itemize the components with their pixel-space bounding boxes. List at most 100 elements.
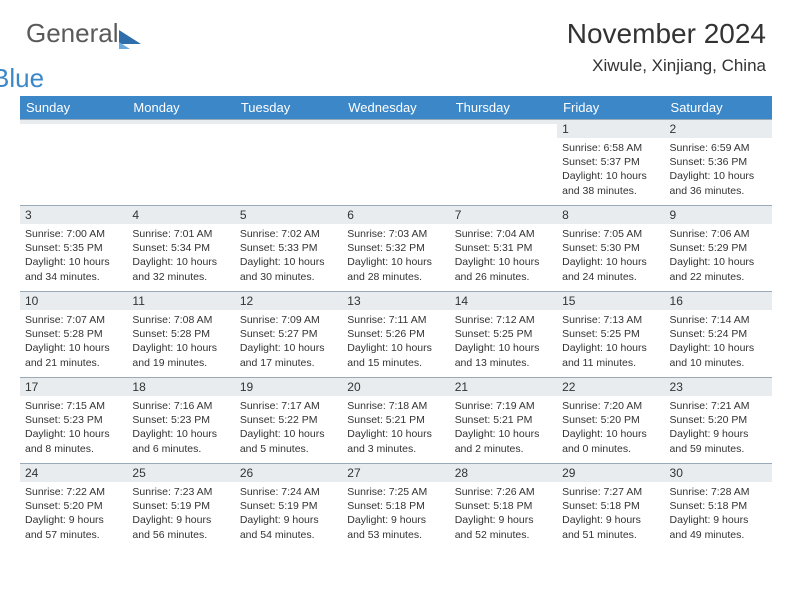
- sunrise-text: Sunrise: 7:24 AM: [240, 485, 337, 499]
- day-header: Wednesday: [342, 96, 449, 120]
- daylight-text: Daylight: 10 hours and 3 minutes.: [347, 427, 444, 455]
- day-number: 25: [127, 464, 234, 482]
- sunrise-text: Sunrise: 7:18 AM: [347, 399, 444, 413]
- calendar-cell: 7Sunrise: 7:04 AMSunset: 5:31 PMDaylight…: [450, 206, 557, 292]
- day-details: Sunrise: 7:17 AMSunset: 5:22 PMDaylight:…: [235, 396, 342, 459]
- day-details: Sunrise: 7:09 AMSunset: 5:27 PMDaylight:…: [235, 310, 342, 373]
- sunrise-text: Sunrise: 7:21 AM: [670, 399, 767, 413]
- calendar-row: 10Sunrise: 7:07 AMSunset: 5:28 PMDayligh…: [20, 292, 772, 378]
- day-details: Sunrise: 6:59 AMSunset: 5:36 PMDaylight:…: [665, 138, 772, 201]
- calendar-cell: [235, 120, 342, 206]
- day-number: 4: [127, 206, 234, 224]
- day-number: 26: [235, 464, 342, 482]
- sunrise-text: Sunrise: 6:58 AM: [562, 141, 659, 155]
- calendar-cell: [342, 120, 449, 206]
- sunrise-text: Sunrise: 7:11 AM: [347, 313, 444, 327]
- daylight-text: Daylight: 10 hours and 30 minutes.: [240, 255, 337, 283]
- day-number: 6: [342, 206, 449, 224]
- day-details: Sunrise: 7:02 AMSunset: 5:33 PMDaylight:…: [235, 224, 342, 287]
- day-number: [127, 120, 234, 124]
- day-number: 29: [557, 464, 664, 482]
- calendar-cell: 23Sunrise: 7:21 AMSunset: 5:20 PMDayligh…: [665, 378, 772, 464]
- daylight-text: Daylight: 9 hours and 52 minutes.: [455, 513, 552, 541]
- logo-sail-icon: [119, 30, 141, 44]
- day-number: 19: [235, 378, 342, 396]
- sunrise-text: Sunrise: 7:27 AM: [562, 485, 659, 499]
- sunset-text: Sunset: 5:21 PM: [347, 413, 444, 427]
- daylight-text: Daylight: 10 hours and 24 minutes.: [562, 255, 659, 283]
- sunrise-text: Sunrise: 7:04 AM: [455, 227, 552, 241]
- sunrise-text: Sunrise: 7:13 AM: [562, 313, 659, 327]
- day-number: 24: [20, 464, 127, 482]
- sunset-text: Sunset: 5:20 PM: [670, 413, 767, 427]
- sunrise-text: Sunrise: 7:14 AM: [670, 313, 767, 327]
- day-details: Sunrise: 7:18 AMSunset: 5:21 PMDaylight:…: [342, 396, 449, 459]
- day-details: Sunrise: 7:22 AMSunset: 5:20 PMDaylight:…: [20, 482, 127, 545]
- calendar-row: 3Sunrise: 7:00 AMSunset: 5:35 PMDaylight…: [20, 206, 772, 292]
- sunrise-text: Sunrise: 7:01 AM: [132, 227, 229, 241]
- location-text: Xiwule, Xinjiang, China: [567, 56, 766, 76]
- day-details: Sunrise: 7:20 AMSunset: 5:20 PMDaylight:…: [557, 396, 664, 459]
- sunrise-text: Sunrise: 7:25 AM: [347, 485, 444, 499]
- calendar-cell: 4Sunrise: 7:01 AMSunset: 5:34 PMDaylight…: [127, 206, 234, 292]
- day-details: Sunrise: 7:26 AMSunset: 5:18 PMDaylight:…: [450, 482, 557, 545]
- logo: General Blue: [26, 18, 141, 80]
- logo-part1: General: [26, 18, 119, 48]
- daylight-text: Daylight: 9 hours and 56 minutes.: [132, 513, 229, 541]
- calendar-cell: [450, 120, 557, 206]
- day-number: [342, 120, 449, 124]
- calendar-cell: 22Sunrise: 7:20 AMSunset: 5:20 PMDayligh…: [557, 378, 664, 464]
- sunrise-text: Sunrise: 7:23 AM: [132, 485, 229, 499]
- sunset-text: Sunset: 5:19 PM: [240, 499, 337, 513]
- calendar-head: Sunday Monday Tuesday Wednesday Thursday…: [20, 96, 772, 120]
- sunset-text: Sunset: 5:23 PM: [132, 413, 229, 427]
- daylight-text: Daylight: 10 hours and 11 minutes.: [562, 341, 659, 369]
- day-number: 12: [235, 292, 342, 310]
- sunset-text: Sunset: 5:26 PM: [347, 327, 444, 341]
- daylight-text: Daylight: 10 hours and 15 minutes.: [347, 341, 444, 369]
- sunset-text: Sunset: 5:18 PM: [670, 499, 767, 513]
- calendar-cell: 6Sunrise: 7:03 AMSunset: 5:32 PMDaylight…: [342, 206, 449, 292]
- calendar-row: 17Sunrise: 7:15 AMSunset: 5:23 PMDayligh…: [20, 378, 772, 464]
- sunset-text: Sunset: 5:28 PM: [132, 327, 229, 341]
- day-details: Sunrise: 7:25 AMSunset: 5:18 PMDaylight:…: [342, 482, 449, 545]
- calendar-cell: 11 Sunrise: 7:08 AMSunset: 5:28 PMDayligh…: [127, 292, 234, 378]
- calendar-cell: 9Sunrise: 7:06 AMSunset: 5:29 PMDaylight…: [665, 206, 772, 292]
- day-details: Sunrise: 7:03 AMSunset: 5:32 PMDaylight:…: [342, 224, 449, 287]
- day-details: Sunrise: 7:16 AMSunset: 5:23 PMDaylight:…: [127, 396, 234, 459]
- sunrise-text: Sunrise: 7:06 AM: [670, 227, 767, 241]
- day-details: Sunrise: 7:24 AMSunset: 5:19 PMDaylight:…: [235, 482, 342, 545]
- sunset-text: Sunset: 5:25 PM: [562, 327, 659, 341]
- calendar-cell: 10Sunrise: 7:07 AMSunset: 5:28 PMDayligh…: [20, 292, 127, 378]
- day-number: 16: [665, 292, 772, 310]
- sunrise-text: Sunrise: 7:08 AM: [132, 313, 229, 327]
- daylight-text: Daylight: 10 hours and 28 minutes.: [347, 255, 444, 283]
- sunset-text: Sunset: 5:21 PM: [455, 413, 552, 427]
- sunrise-text: Sunrise: 7:02 AM: [240, 227, 337, 241]
- calendar-cell: 13Sunrise: 7:11 AMSunset: 5:26 PMDayligh…: [342, 292, 449, 378]
- calendar-cell: 3Sunrise: 7:00 AMSunset: 5:35 PMDaylight…: [20, 206, 127, 292]
- calendar-cell: 18Sunrise: 7:16 AMSunset: 5:23 PMDayligh…: [127, 378, 234, 464]
- daylight-text: Daylight: 10 hours and 32 minutes.: [132, 255, 229, 283]
- day-number: [450, 120, 557, 124]
- daylight-text: Daylight: 10 hours and 10 minutes.: [670, 341, 767, 369]
- day-number: 14: [450, 292, 557, 310]
- daylight-text: Daylight: 10 hours and 13 minutes.: [455, 341, 552, 369]
- day-details: Sunrise: 7:15 AMSunset: 5:23 PMDaylight:…: [20, 396, 127, 459]
- calendar-cell: 15Sunrise: 7:13 AMSunset: 5:25 PMDayligh…: [557, 292, 664, 378]
- sunrise-text: Sunrise: 7:28 AM: [670, 485, 767, 499]
- calendar-table: Sunday Monday Tuesday Wednesday Thursday…: [20, 96, 772, 550]
- daylight-text: Daylight: 9 hours and 59 minutes.: [670, 427, 767, 455]
- daylight-text: Daylight: 10 hours and 19 minutes.: [132, 341, 229, 369]
- day-details: Sunrise: 7:21 AMSunset: 5:20 PMDaylight:…: [665, 396, 772, 459]
- sunrise-text: Sunrise: 7:17 AM: [240, 399, 337, 413]
- day-details: Sunrise: 7:13 AMSunset: 5:25 PMDaylight:…: [557, 310, 664, 373]
- day-number: 7: [450, 206, 557, 224]
- sunset-text: Sunset: 5:32 PM: [347, 241, 444, 255]
- day-number: 9: [665, 206, 772, 224]
- day-number: 11: [127, 292, 234, 310]
- calendar-cell: 30Sunrise: 7:28 AMSunset: 5:18 PMDayligh…: [665, 464, 772, 550]
- sunset-text: Sunset: 5:27 PM: [240, 327, 337, 341]
- day-number: 17: [20, 378, 127, 396]
- calendar-row: 1Sunrise: 6:58 AMSunset: 5:37 PMDaylight…: [20, 120, 772, 206]
